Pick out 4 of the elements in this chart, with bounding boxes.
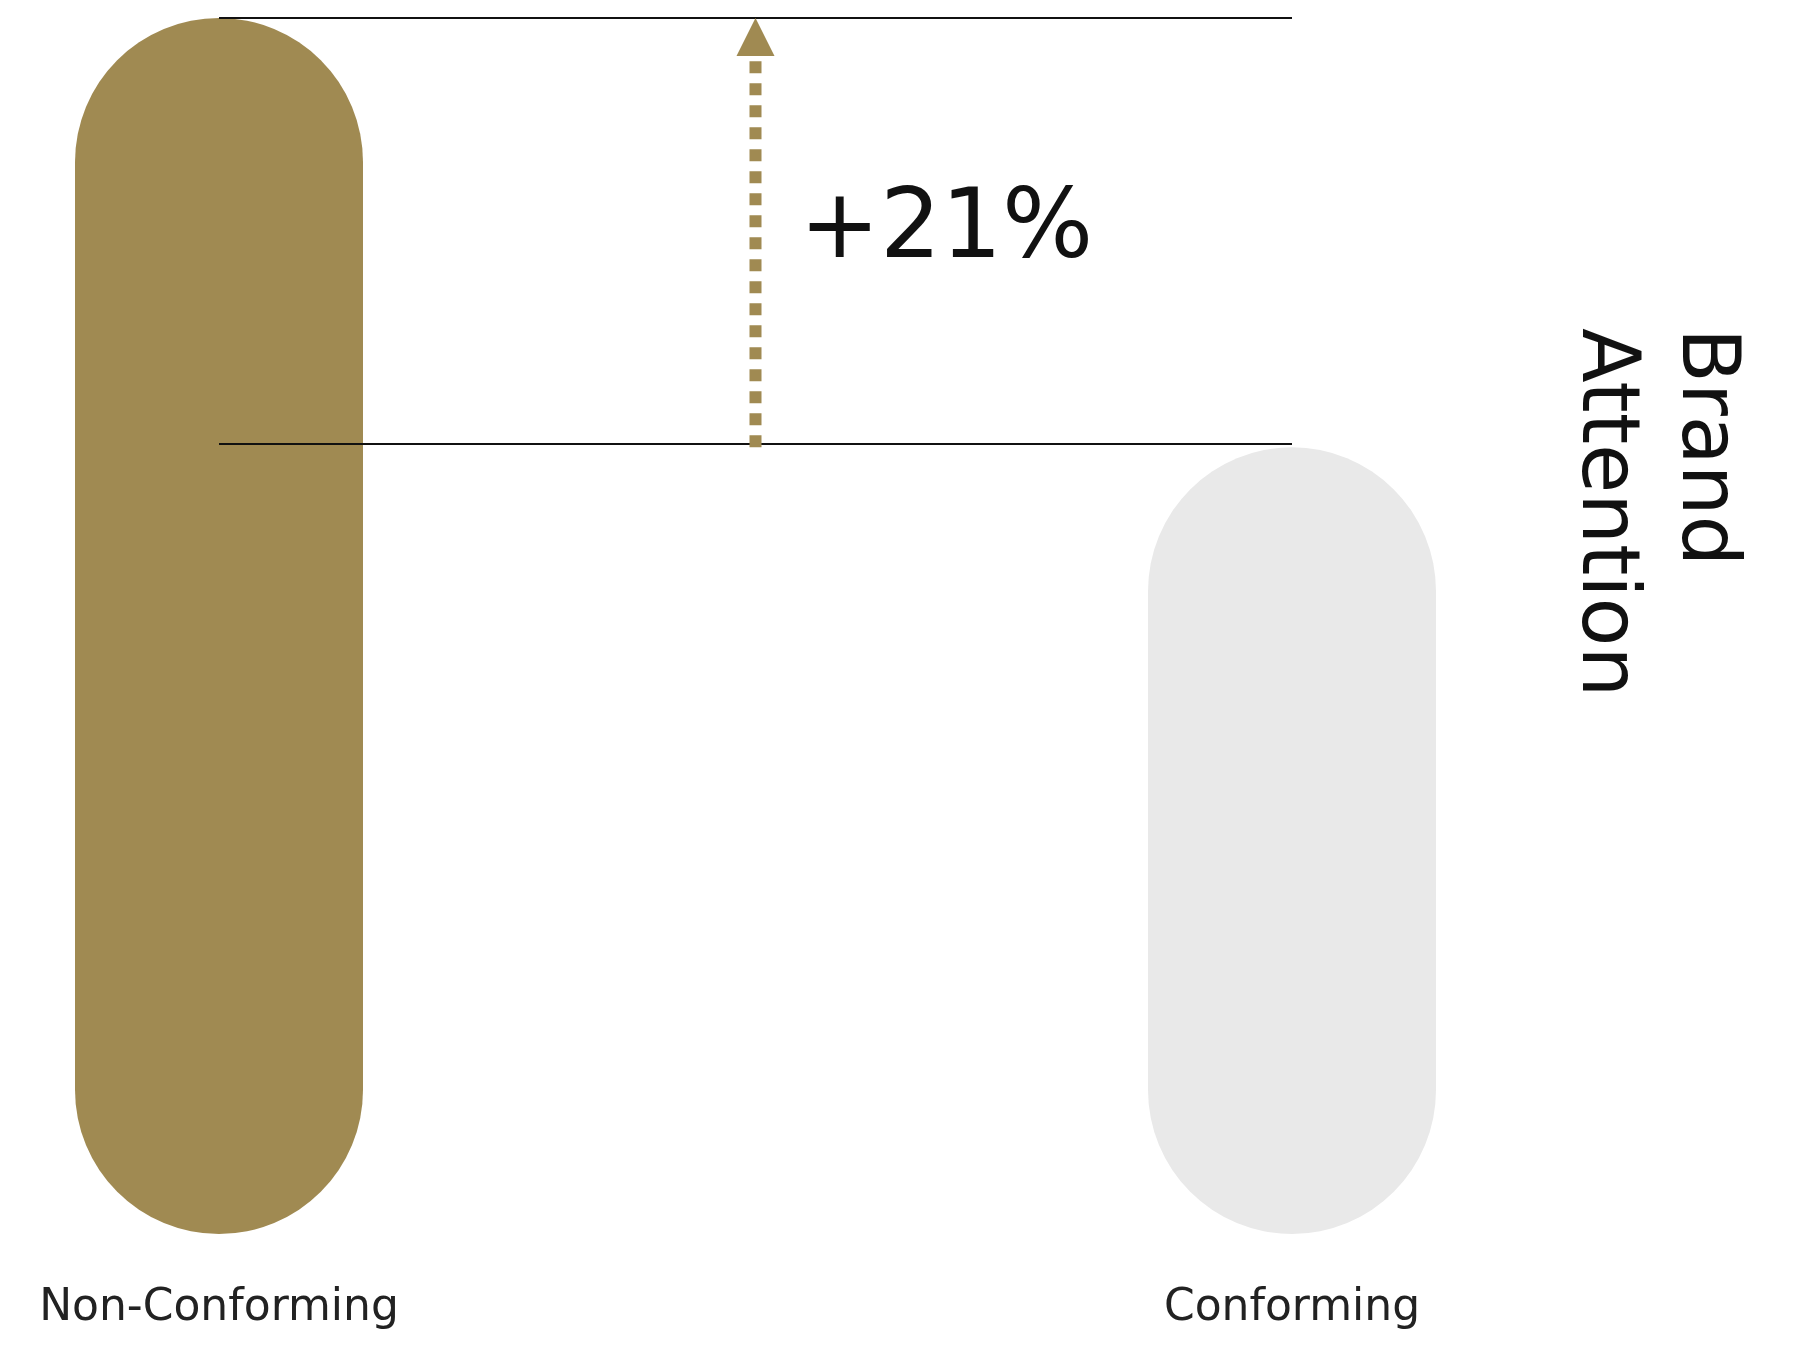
annotation: +21% [799,168,1094,280]
y-axis-title: Brand Attention [1563,328,1757,698]
x-tick-label: Non-Conforming [39,1278,399,1330]
x-tick-label: Conforming [1163,1278,1421,1330]
